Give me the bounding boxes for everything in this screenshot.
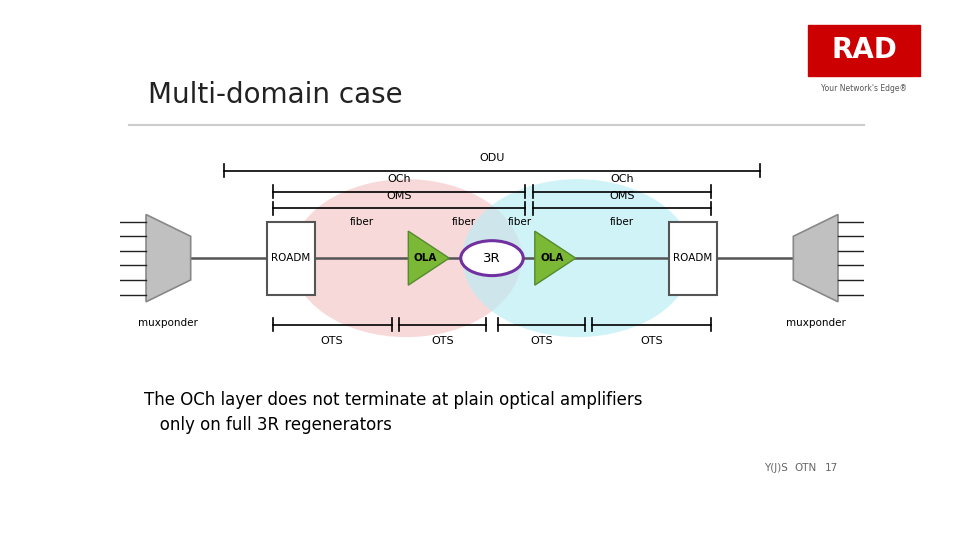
- FancyBboxPatch shape: [669, 222, 717, 294]
- Text: only on full 3R regenerators: only on full 3R regenerators: [144, 416, 392, 434]
- FancyBboxPatch shape: [807, 25, 920, 77]
- Text: 3R: 3R: [483, 252, 501, 265]
- Text: OMS: OMS: [386, 191, 412, 201]
- Text: OTS: OTS: [640, 336, 663, 346]
- Text: Your Network's Edge®: Your Network's Edge®: [821, 84, 907, 93]
- Text: muxponder: muxponder: [138, 319, 199, 328]
- Polygon shape: [146, 214, 191, 302]
- Text: ROADM: ROADM: [673, 253, 712, 263]
- Ellipse shape: [462, 179, 693, 337]
- FancyBboxPatch shape: [267, 222, 315, 294]
- Text: OTN: OTN: [794, 463, 816, 473]
- Text: fiber: fiber: [451, 217, 476, 227]
- Text: OTS: OTS: [530, 336, 553, 346]
- Polygon shape: [535, 231, 576, 285]
- Polygon shape: [793, 214, 838, 302]
- Circle shape: [461, 241, 523, 275]
- Text: OLA: OLA: [414, 253, 437, 263]
- Text: ODU: ODU: [479, 153, 505, 163]
- Text: OLA: OLA: [540, 253, 564, 263]
- Text: OTS: OTS: [431, 336, 454, 346]
- Text: OCh: OCh: [611, 174, 634, 184]
- Text: fiber: fiber: [611, 217, 635, 227]
- Text: fiber: fiber: [508, 217, 533, 227]
- Text: RAD: RAD: [831, 36, 897, 64]
- Text: The OCh layer does not terminate at plain optical amplifiers: The OCh layer does not terminate at plai…: [144, 391, 642, 409]
- Text: 17: 17: [826, 463, 839, 473]
- Text: OTS: OTS: [321, 336, 344, 346]
- Text: Y(J)S: Y(J)S: [763, 463, 787, 473]
- Text: muxponder: muxponder: [785, 319, 846, 328]
- Text: OMS: OMS: [610, 191, 635, 201]
- Ellipse shape: [291, 179, 522, 337]
- Polygon shape: [408, 231, 449, 285]
- Text: OCh: OCh: [387, 174, 411, 184]
- Text: Multi-domain case: Multi-domain case: [148, 82, 403, 110]
- Text: ROADM: ROADM: [272, 253, 311, 263]
- Text: fiber: fiber: [349, 217, 373, 227]
